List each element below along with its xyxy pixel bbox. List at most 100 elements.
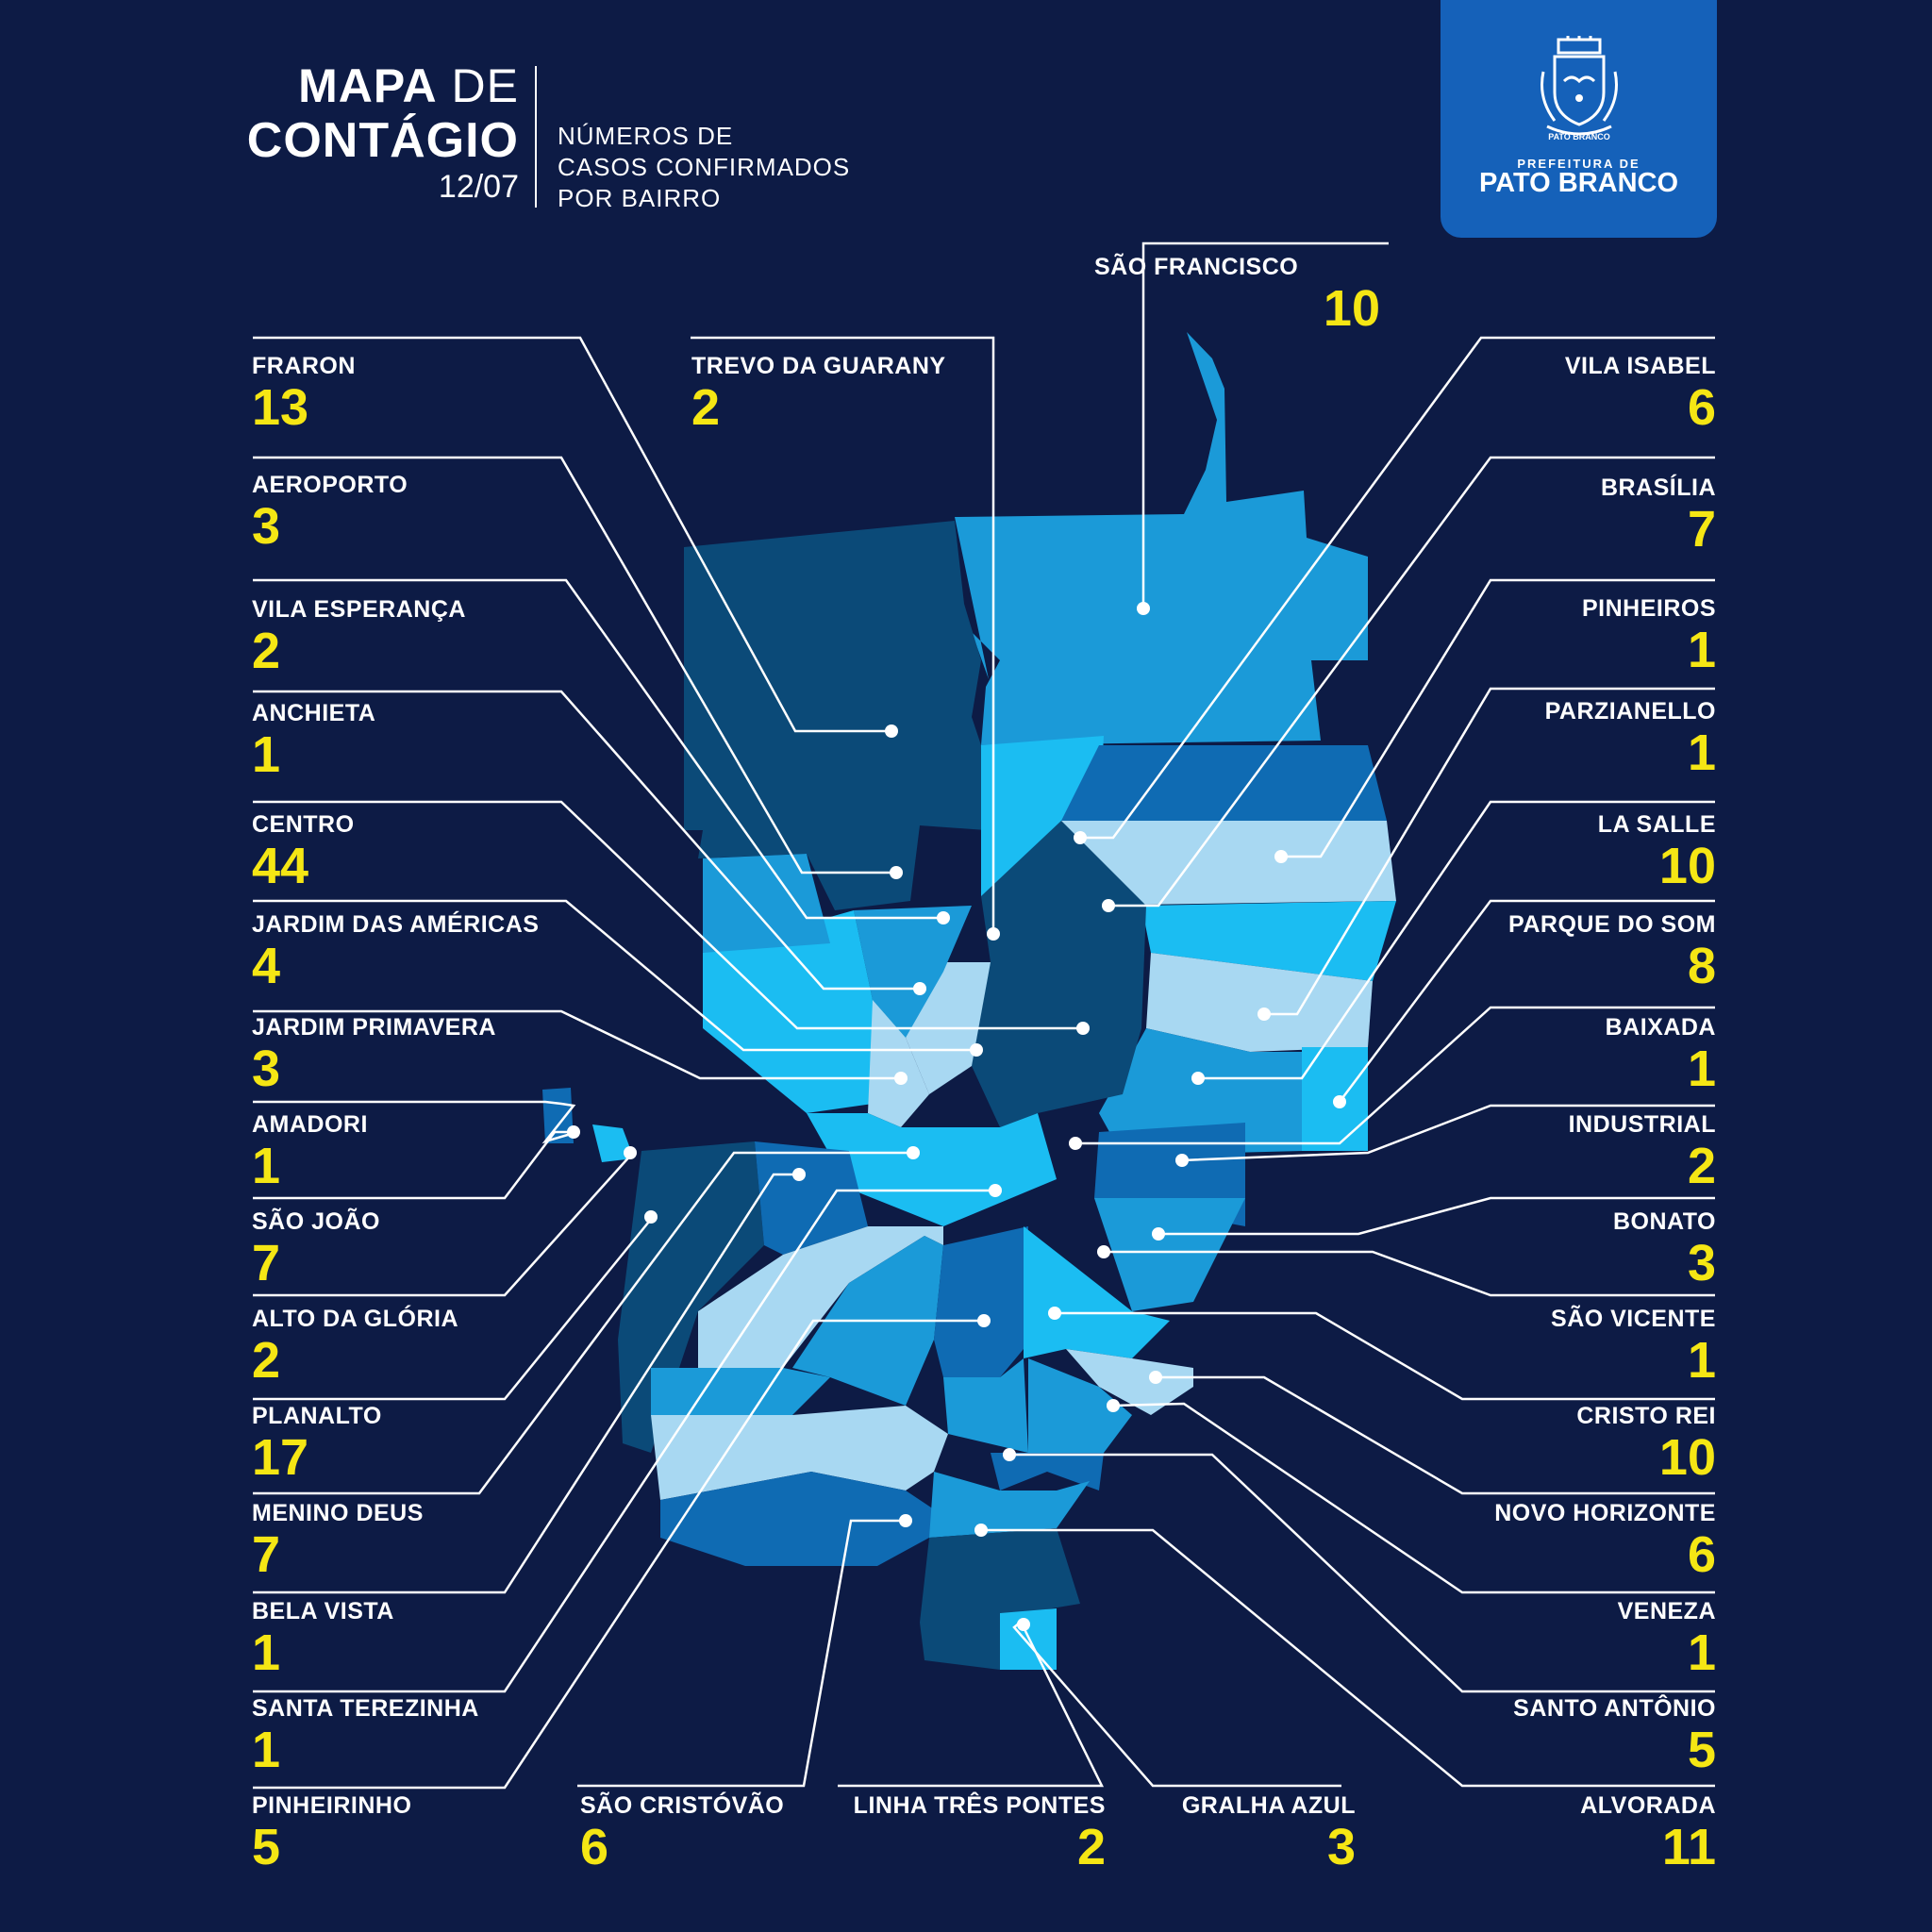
neighborhood-name: AMADORI: [252, 1111, 368, 1138]
region-trevo: [981, 736, 1104, 906]
dot-vila-esperanca: [937, 911, 950, 924]
leader-planalto: [253, 1216, 654, 1401]
case-count: 17: [252, 1429, 309, 1486]
neighborhood-name: BAIXADA: [1605, 1014, 1716, 1041]
region-santo-antonio: [991, 1453, 1104, 1491]
dot-bela-vista: [989, 1184, 1002, 1197]
leader-menino-deus: [253, 1151, 913, 1495]
neighborhood-cristo-rei: CRISTO REI 10: [1434, 1403, 1716, 1486]
neighborhood-brasilia: BRASÍLIA 7: [1434, 475, 1716, 558]
case-count: 3: [1326, 1819, 1356, 1875]
neighborhood-industrial: INDUSTRIAL 2: [1434, 1111, 1716, 1194]
region-menino-deus-core: [934, 1226, 1028, 1377]
neighborhood-name: BELA VISTA: [252, 1598, 394, 1624]
neighborhood-name: AEROPORTO: [252, 472, 408, 498]
neighborhood-vila-isabel: VILA ISABEL 6: [1434, 353, 1716, 436]
neighborhood-sao-vicente: SÃO VICENTE 1: [1434, 1306, 1716, 1389]
neighborhood-name: SANTA TEREZINHA: [252, 1695, 479, 1722]
subtitle-line-3: POR BAIRRO: [558, 184, 722, 212]
neighborhood-name: PINHEIROS: [1581, 595, 1716, 622]
city-logo-panel: PATO BRANCO PREFEITURA DE PATO BRANCO: [1441, 0, 1717, 238]
dot-santo-antonio: [1003, 1448, 1016, 1461]
leader-linha-tres-pontes: [838, 1626, 1105, 1788]
leader-pinheiros: [1281, 578, 1715, 858]
region-anchieta: [703, 910, 906, 1113]
region-aeroporto: [703, 854, 830, 953]
case-count: 13: [252, 379, 309, 436]
neighborhood-name: GRALHA AZUL: [1181, 1792, 1356, 1819]
neighborhood-name: PARQUE DO SOM: [1508, 911, 1716, 938]
leader-vila-isabel: [1080, 336, 1715, 840]
dot-novo-horizonte: [1149, 1371, 1162, 1384]
title-line-2: CONTÁGIO: [246, 113, 519, 168]
dot-fraron: [885, 724, 898, 738]
region-sao-vicente: [1024, 1226, 1170, 1358]
leader-fraron: [253, 336, 891, 733]
case-count: 2: [1076, 1819, 1106, 1875]
dot-planalto: [907, 1146, 920, 1159]
case-count: 6: [1687, 1526, 1716, 1583]
region-la-salle: [1099, 1028, 1302, 1156]
neighborhood-vila-esperanca: VILA ESPERANÇA 2: [252, 596, 466, 679]
dot-parque-do-som: [1333, 1095, 1346, 1108]
dot-trevo: [987, 927, 1000, 941]
dot-sao-joao: [624, 1146, 637, 1159]
region-pinheiros: [1141, 901, 1396, 981]
leader-sao-vicente: [1104, 1250, 1715, 1297]
leader-jardim-primavera: [253, 1009, 901, 1080]
case-count: 8: [1687, 938, 1716, 994]
neighborhood-name: VILA ESPERANÇA: [252, 596, 466, 623]
dot-amadori: [567, 1125, 580, 1139]
region-planalto-center: [943, 1358, 1028, 1453]
leader-veneza: [1112, 1402, 1715, 1594]
title-light-1: DE: [451, 59, 519, 112]
neighborhood-alto-da-gloria: ALTO DA GLÓRIA 2: [252, 1306, 458, 1389]
neighborhood-name: VILA ISABEL: [1564, 353, 1716, 379]
dot-la-salle: [1191, 1072, 1205, 1085]
neighborhood-pinheiros: PINHEIROS 1: [1434, 595, 1716, 678]
leader-trevo: [691, 336, 995, 934]
neighborhood-jardim-das-americas: JARDIM DAS AMÉRICAS 4: [252, 911, 539, 994]
neighborhood-name: ANCHIETA: [252, 700, 376, 726]
region-cristo-rei: [1066, 1349, 1193, 1415]
leader-lines: [253, 242, 1715, 1790]
case-count: 7: [252, 1235, 281, 1291]
neighborhood-parque-do-som: PARQUE DO SOM 8: [1434, 911, 1716, 994]
leader-amadori: [253, 1100, 578, 1144]
neighborhood-name: SÃO VICENTE: [1551, 1306, 1716, 1332]
dot-sao-cristovao: [899, 1514, 912, 1527]
dot-alvorada: [974, 1524, 988, 1537]
neighborhood-novo-horizonte: NOVO HORIZONTE 6: [1434, 1500, 1716, 1583]
neighborhood-jardim-primavera: JARDIM PRIMAVERA 3: [252, 1014, 496, 1097]
case-count: 11: [1661, 1819, 1716, 1875]
neighborhood-fraron: FRARON 13: [252, 353, 356, 436]
case-count: 3: [1687, 1235, 1716, 1291]
case-count: 10: [1658, 838, 1716, 894]
dot-aeroporto: [890, 866, 903, 879]
dot-bonato: [1152, 1227, 1165, 1241]
case-count: 44: [252, 838, 309, 894]
case-count: 1: [252, 1722, 281, 1778]
neighborhood-name: SÃO CRISTÓVÃO: [580, 1792, 785, 1819]
neighborhood-name: VENEZA: [1617, 1598, 1716, 1624]
neighborhood-bonato: BONATO 3: [1434, 1208, 1716, 1291]
neighborhood-name: ALVORADA: [1580, 1792, 1716, 1819]
region-vila-isabel: [1061, 745, 1387, 821]
region-sao-francisco: [955, 332, 1368, 745]
neighborhood-aeroporto: AEROPORTO 3: [252, 472, 408, 555]
leader-bela-vista: [253, 1173, 799, 1594]
subtitle-line-1: NÚMEROS DE: [558, 122, 734, 150]
city-coat-of-arms-icon: PATO BRANCO: [1541, 36, 1618, 142]
leader-sao-joao: [253, 1130, 575, 1200]
leader-sao-francisco: [1141, 242, 1389, 608]
case-count: 10: [1658, 1429, 1716, 1486]
region-parzianello: [1146, 953, 1373, 1052]
dot-centro: [1076, 1022, 1090, 1035]
region-brasilia: [1061, 821, 1396, 906]
dot-baixada: [1069, 1137, 1082, 1150]
region-jardim-primavera: [868, 1000, 929, 1127]
neighborhood-name: CRISTO REI: [1576, 1403, 1716, 1429]
case-count: 1: [1687, 622, 1716, 678]
leader-sao-cristovao: [577, 1519, 906, 1788]
